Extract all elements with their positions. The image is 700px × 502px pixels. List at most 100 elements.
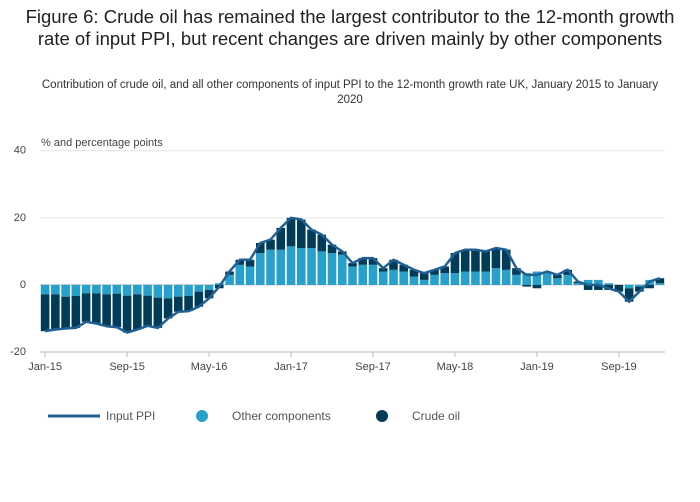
bar [81,284,91,294]
bar [501,269,511,285]
bar [337,254,347,285]
bar [409,276,419,285]
bar [358,258,368,265]
bar [604,283,613,285]
bar [235,264,245,285]
bar [409,269,419,277]
y-tick-label: 40 [14,145,26,157]
bar [542,273,552,285]
bar [245,259,255,267]
bar [122,284,132,296]
legend-label: Crude oil [412,409,460,423]
bar [112,284,122,294]
legend-label: Input PPI [106,409,155,423]
bar [399,271,409,285]
bar [460,271,470,285]
bar [573,283,583,285]
bar [317,251,327,285]
bar [440,273,450,285]
bar [204,284,214,290]
bar [532,284,542,289]
bar [583,279,593,285]
bar [143,284,152,296]
bar [399,264,409,272]
bar [594,279,603,285]
bar [307,229,316,249]
bar [378,268,388,272]
bar [512,274,521,285]
bar [450,253,460,274]
bar [307,248,316,285]
bar [553,278,562,285]
bar [163,284,173,299]
bar [583,284,593,290]
bar [563,269,572,275]
bar [440,266,450,274]
bar [71,284,81,296]
bar [460,249,470,272]
bar [92,284,101,294]
bar [563,274,572,285]
bar [174,284,183,297]
bar [594,284,603,290]
legend-label: Other components [232,409,331,423]
bar [276,227,286,250]
x-tick-label: Sep-17 [355,361,390,373]
bar [51,294,60,330]
x-tick-label: May-18 [437,361,474,373]
bar [327,244,337,254]
bar [645,284,654,289]
bar [296,248,306,285]
bar [430,269,439,275]
x-tick-label: Sep-15 [109,361,144,373]
bar [317,234,327,252]
bar [40,294,50,332]
bar [286,246,296,285]
bar [71,295,81,328]
chart-subtitle: Contribution of crude oil, and all other… [41,79,659,106]
line [44,216,661,334]
bar [61,296,70,329]
bar [553,274,562,279]
bar [471,271,480,285]
bar [327,253,337,285]
bar [378,271,388,285]
bar [122,295,132,333]
bar [481,251,490,272]
bar [624,284,634,289]
bar [266,239,275,250]
x-tick-label: Jan-19 [520,361,554,373]
bar [235,259,245,265]
bar [635,284,644,287]
legend-swatch [196,410,208,422]
bar [194,291,204,307]
y-tick-label: 0 [20,279,26,291]
bar [522,284,531,287]
x-tick-label: Jan-17 [274,361,308,373]
bar [255,243,265,254]
chart-title: Figure 6: Crude oil has remained the lar… [25,6,675,49]
bar [419,273,429,280]
bar [276,249,286,285]
bar [153,297,163,328]
bar [296,219,306,249]
bar [501,249,511,270]
bar [61,284,70,297]
bar [389,259,398,270]
bar [102,284,111,295]
bar [348,263,357,267]
bar [92,293,101,324]
bar [348,266,357,285]
bar [389,269,398,285]
bar [174,296,183,312]
bar [81,293,91,322]
bar [163,298,173,319]
bar [532,271,542,285]
bar [153,284,163,298]
bar [184,284,193,296]
x-tick-label: Sep-19 [601,361,636,373]
bar [266,249,275,285]
legend-swatch [376,410,388,422]
